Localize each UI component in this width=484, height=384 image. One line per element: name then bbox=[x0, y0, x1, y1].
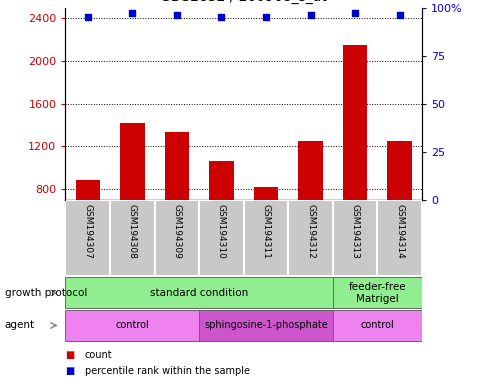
Text: control: control bbox=[115, 320, 149, 331]
Bar bbox=[110, 200, 154, 276]
Text: GSM194309: GSM194309 bbox=[172, 204, 181, 258]
Bar bbox=[209, 161, 233, 200]
Bar bbox=[120, 123, 144, 200]
Text: ■: ■ bbox=[65, 350, 75, 360]
Bar bbox=[298, 141, 322, 200]
Point bbox=[173, 12, 181, 18]
Point bbox=[261, 14, 269, 20]
Text: GSM194308: GSM194308 bbox=[128, 204, 136, 258]
Text: GSM194311: GSM194311 bbox=[261, 204, 270, 258]
Bar bbox=[199, 310, 332, 341]
Point bbox=[306, 12, 314, 18]
Bar bbox=[387, 141, 411, 200]
Bar bbox=[253, 187, 278, 200]
Title: GDS2832 / 200968_s_at: GDS2832 / 200968_s_at bbox=[160, 0, 327, 4]
Bar bbox=[76, 180, 100, 200]
Text: feeder-free
Matrigel: feeder-free Matrigel bbox=[348, 282, 406, 304]
Bar bbox=[342, 45, 366, 200]
Bar bbox=[332, 277, 421, 308]
Bar bbox=[65, 277, 332, 308]
Text: sphingosine-1-phosphate: sphingosine-1-phosphate bbox=[204, 320, 327, 331]
Text: GSM194310: GSM194310 bbox=[216, 204, 226, 258]
Text: ■: ■ bbox=[65, 366, 75, 376]
Bar bbox=[65, 310, 199, 341]
Bar bbox=[65, 200, 110, 276]
Text: control: control bbox=[360, 320, 393, 331]
Text: count: count bbox=[85, 350, 112, 360]
Text: GSM194314: GSM194314 bbox=[394, 204, 403, 258]
Bar bbox=[199, 200, 243, 276]
Text: agent: agent bbox=[5, 320, 35, 331]
Bar bbox=[164, 132, 189, 200]
Text: GSM194313: GSM194313 bbox=[350, 204, 359, 258]
Bar bbox=[287, 200, 332, 276]
Bar bbox=[243, 200, 287, 276]
Point bbox=[350, 10, 358, 17]
Text: growth protocol: growth protocol bbox=[5, 288, 87, 298]
Point bbox=[128, 10, 136, 17]
Point bbox=[84, 14, 91, 20]
Bar bbox=[154, 200, 199, 276]
Text: standard condition: standard condition bbox=[150, 288, 248, 298]
Bar bbox=[332, 200, 377, 276]
Bar bbox=[332, 310, 421, 341]
Text: GSM194307: GSM194307 bbox=[83, 204, 92, 258]
Text: percentile rank within the sample: percentile rank within the sample bbox=[85, 366, 249, 376]
Point bbox=[395, 12, 403, 18]
Bar bbox=[377, 200, 421, 276]
Point bbox=[217, 14, 225, 20]
Text: GSM194312: GSM194312 bbox=[305, 204, 315, 258]
